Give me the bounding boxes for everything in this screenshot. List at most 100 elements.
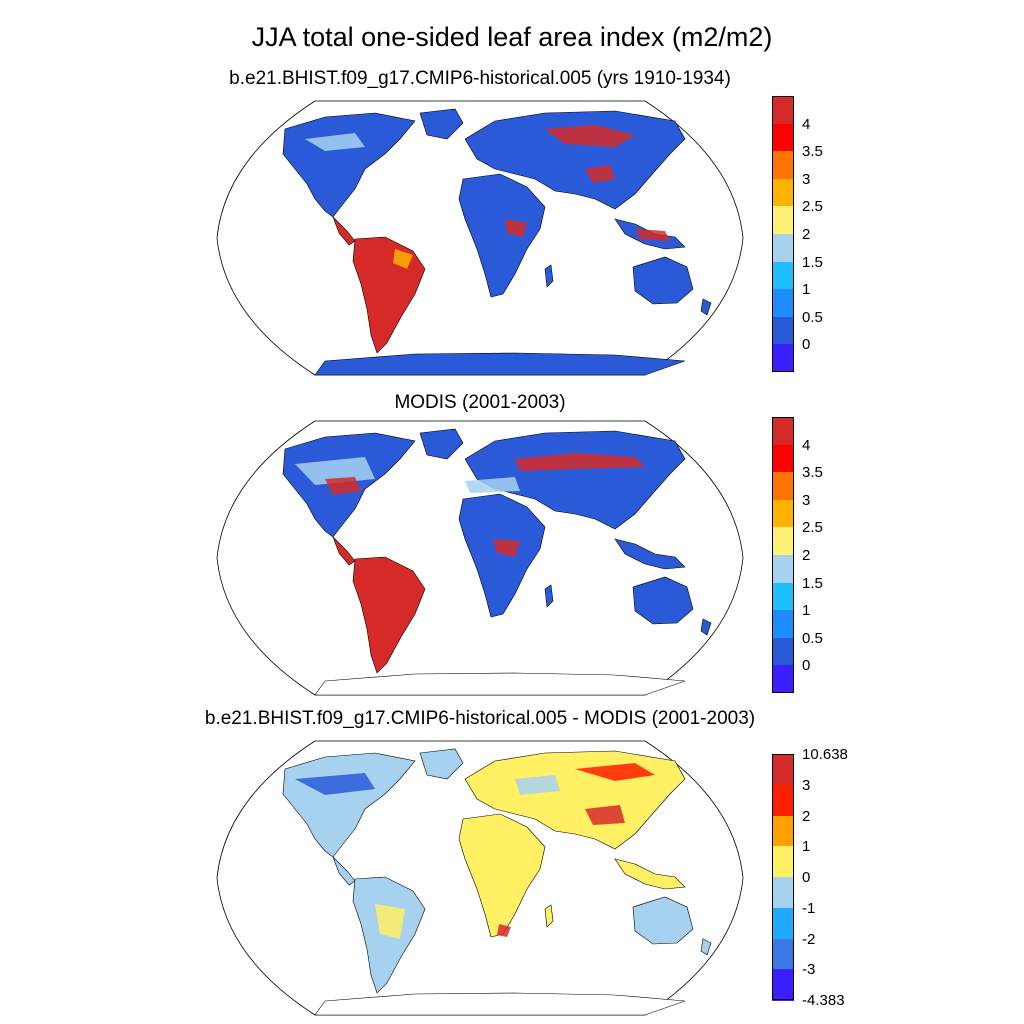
field-patch bbox=[375, 904, 405, 939]
colorbar-swatch bbox=[772, 499, 794, 528]
field-patch bbox=[545, 125, 635, 147]
colorbar-label: -3 bbox=[802, 961, 816, 979]
colorbar-frame bbox=[772, 417, 794, 693]
field-patch bbox=[493, 539, 520, 557]
colorbar-label: 1 bbox=[802, 281, 811, 299]
field-patch bbox=[295, 773, 375, 795]
field-patch bbox=[575, 763, 655, 781]
panel-3-map bbox=[216, 740, 744, 1016]
land-new-zealand bbox=[700, 298, 712, 316]
land-antarctica bbox=[314, 352, 686, 376]
colorbar-label: 1 bbox=[802, 838, 811, 856]
colorbar-frame bbox=[772, 754, 794, 1000]
panel-2-map bbox=[216, 420, 744, 696]
colorbar-label: 0 bbox=[802, 657, 811, 675]
land-south-america bbox=[352, 556, 426, 674]
field-patch bbox=[497, 924, 511, 937]
colorbar-label: 4 bbox=[802, 115, 811, 133]
land-australia bbox=[632, 256, 694, 305]
colorbar-label: 3.5 bbox=[802, 143, 823, 161]
colorbar-swatch bbox=[772, 151, 794, 180]
colorbar-swatch bbox=[772, 123, 794, 152]
colorbar-swatch bbox=[772, 527, 794, 556]
colorbar-label: -4.383 bbox=[802, 992, 845, 1009]
colorbar-label: 2 bbox=[802, 226, 811, 243]
colorbar-label: 2.5 bbox=[802, 519, 823, 537]
land-australia bbox=[632, 896, 694, 945]
field-patch bbox=[515, 453, 645, 471]
land-greenland bbox=[419, 108, 464, 140]
land-eurasia bbox=[464, 430, 686, 530]
colorbar-swatch bbox=[772, 472, 794, 501]
colorbar-swatch bbox=[772, 784, 794, 816]
land-central-america bbox=[332, 216, 356, 246]
colorbar-swatch bbox=[772, 637, 794, 666]
land-africa bbox=[458, 493, 546, 618]
field-patch bbox=[585, 805, 625, 825]
panel-3-colorbar: 10.638 3 2 1 0 -1 -2 -3 -4.383 bbox=[772, 747, 852, 1008]
panel-1-map bbox=[216, 100, 744, 376]
field-patch bbox=[465, 477, 520, 493]
colorbar-swatch bbox=[772, 938, 794, 970]
colorbar-label: 2 bbox=[802, 807, 811, 825]
land-central-america bbox=[332, 536, 356, 566]
land-se-asia bbox=[614, 858, 686, 890]
panel-1-colorbar: 4 3.5 3 2.5 2 1.5 1 0.5 0 bbox=[772, 96, 852, 373]
colorbar-swatch bbox=[772, 665, 794, 694]
field-patch bbox=[585, 165, 615, 183]
colorbar-label: 0.5 bbox=[802, 629, 823, 647]
colorbar-swatch bbox=[772, 555, 794, 584]
land-australia bbox=[632, 576, 694, 625]
land-greenland bbox=[419, 428, 464, 460]
colorbar-swatch bbox=[772, 289, 794, 318]
colorbar-swatch bbox=[772, 417, 794, 446]
field-patch bbox=[635, 229, 670, 241]
colorbar-label: 1.5 bbox=[802, 574, 823, 592]
panel-2-title: MODIS (2001-2003) bbox=[394, 392, 566, 413]
colorbar-label: 0 bbox=[802, 869, 811, 886]
colorbar-swatch bbox=[772, 96, 794, 125]
land-new-zealand bbox=[700, 938, 712, 956]
colorbar-swatch bbox=[772, 206, 794, 235]
colorbar-label: 2 bbox=[802, 547, 811, 564]
land-madagascar bbox=[544, 584, 554, 608]
colorbar-swatch bbox=[772, 582, 794, 611]
land-central-america bbox=[332, 856, 356, 886]
colorbar-label: 3 bbox=[802, 776, 811, 794]
colorbar-swatch bbox=[772, 877, 794, 909]
land-madagascar bbox=[544, 264, 554, 288]
land-new-zealand bbox=[700, 618, 712, 636]
colorbar-swatch bbox=[772, 178, 794, 207]
colorbar-label: 3.5 bbox=[802, 464, 823, 482]
colorbar-label: 3 bbox=[802, 170, 811, 188]
colorbar-swatch bbox=[772, 610, 794, 639]
colorbar-label: 3 bbox=[802, 491, 811, 509]
panel-2-colorbar: 4 3.5 3 2.5 2 1.5 1 0.5 0 bbox=[772, 417, 852, 694]
colorbar-swatch bbox=[772, 815, 794, 847]
colorbar-label: -2 bbox=[802, 930, 816, 948]
panel-3-title: b.e21.BHIST.f09_g17.CMIP6-historical.005… bbox=[204, 708, 756, 729]
land-africa bbox=[458, 813, 546, 938]
land-greenland bbox=[419, 748, 464, 780]
field-patch bbox=[305, 133, 365, 151]
colorbar-swatch bbox=[772, 316, 794, 345]
field-patch bbox=[505, 219, 527, 237]
figure-title: JJA total one-sided leaf area index (m2/… bbox=[251, 22, 773, 52]
colorbar-swatch bbox=[772, 261, 794, 290]
land-antarctica bbox=[314, 672, 686, 696]
colorbar-swatch bbox=[772, 234, 794, 263]
colorbar-label: 1.5 bbox=[802, 253, 823, 271]
colorbar-label: -1 bbox=[802, 899, 816, 917]
field-patch bbox=[325, 477, 361, 495]
colorbar-swatch bbox=[772, 444, 794, 473]
field-patch bbox=[393, 249, 413, 269]
colorbar-swatch bbox=[772, 846, 794, 878]
colorbar-frame bbox=[772, 96, 794, 372]
colorbar-swatch bbox=[772, 969, 794, 1001]
field-patch bbox=[515, 775, 560, 795]
land-antarctica bbox=[314, 992, 686, 1016]
land-madagascar bbox=[544, 904, 554, 928]
colorbar-label: 1 bbox=[802, 602, 811, 620]
colorbar-label: 10.638 bbox=[802, 746, 848, 763]
land-se-asia bbox=[614, 538, 686, 570]
